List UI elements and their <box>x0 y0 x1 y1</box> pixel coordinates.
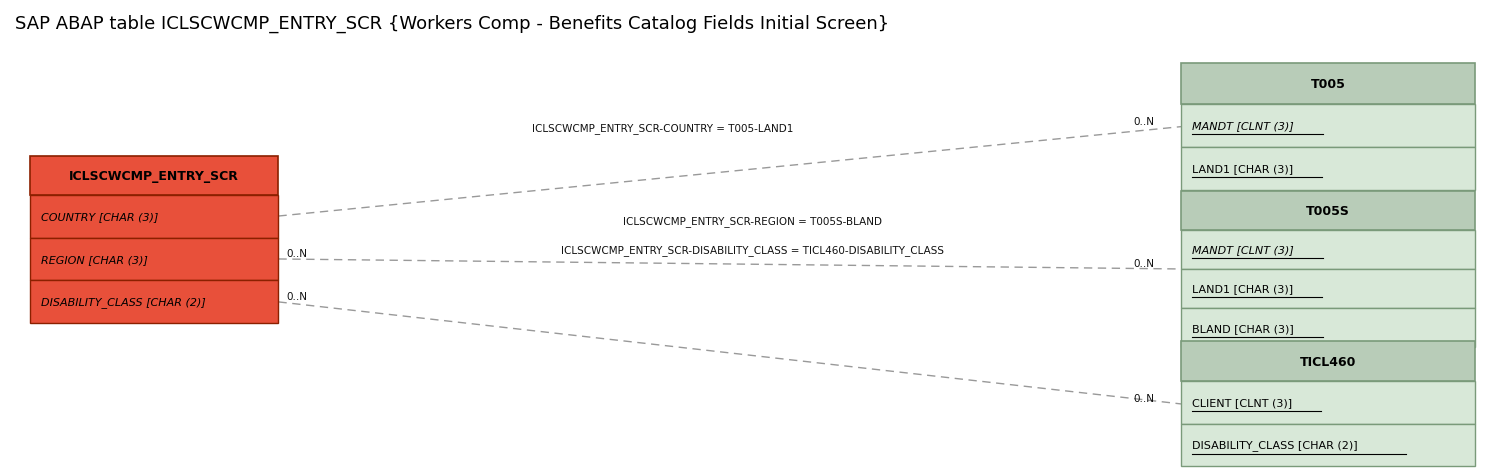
FancyBboxPatch shape <box>1181 191 1475 230</box>
Text: T005S: T005S <box>1306 204 1350 218</box>
Text: ICLSCWCMP_ENTRY_SCR-REGION = T005S-BLAND: ICLSCWCMP_ENTRY_SCR-REGION = T005S-BLAND <box>623 216 882 227</box>
FancyBboxPatch shape <box>1181 342 1475 381</box>
Text: CLIENT [CLNT (3)]: CLIENT [CLNT (3)] <box>1192 397 1293 407</box>
Text: LAND1 [CHAR (3)]: LAND1 [CHAR (3)] <box>1192 284 1293 294</box>
Text: 0..N: 0..N <box>286 249 307 258</box>
Text: REGION [CHAR (3)]: REGION [CHAR (3)] <box>41 255 147 264</box>
FancyBboxPatch shape <box>1181 64 1475 105</box>
Text: T005: T005 <box>1311 78 1345 91</box>
Text: ICLSCWCMP_ENTRY_SCR: ICLSCWCMP_ENTRY_SCR <box>69 169 239 183</box>
FancyBboxPatch shape <box>1181 148 1475 190</box>
Text: DISABILITY_CLASS [CHAR (2)]: DISABILITY_CLASS [CHAR (2)] <box>1192 440 1358 450</box>
Text: LAND1 [CHAR (3)]: LAND1 [CHAR (3)] <box>1192 164 1293 174</box>
Text: 0..N: 0..N <box>1133 394 1154 403</box>
FancyBboxPatch shape <box>1181 381 1475 424</box>
Text: SAP ABAP table ICLSCWCMP_ENTRY_SCR {Workers Comp - Benefits Catalog Fields Initi: SAP ABAP table ICLSCWCMP_ENTRY_SCR {Work… <box>15 14 889 32</box>
Text: 0..N: 0..N <box>1133 259 1154 268</box>
FancyBboxPatch shape <box>1181 230 1475 269</box>
FancyBboxPatch shape <box>30 157 278 195</box>
FancyBboxPatch shape <box>30 281 278 324</box>
Text: MANDT [CLNT (3)]: MANDT [CLNT (3)] <box>1192 245 1294 255</box>
Text: MANDT [CLNT (3)]: MANDT [CLNT (3)] <box>1192 121 1294 131</box>
Text: 0..N: 0..N <box>1133 117 1154 127</box>
Text: COUNTRY [CHAR (3)]: COUNTRY [CHAR (3)] <box>41 212 158 221</box>
FancyBboxPatch shape <box>30 238 278 281</box>
FancyBboxPatch shape <box>1181 308 1475 347</box>
Text: 0..N: 0..N <box>286 292 307 301</box>
FancyBboxPatch shape <box>1181 424 1475 466</box>
FancyBboxPatch shape <box>30 195 278 238</box>
Text: TICL460: TICL460 <box>1300 355 1356 368</box>
Text: ICLSCWCMP_ENTRY_SCR-DISABILITY_CLASS = TICL460-DISABILITY_CLASS: ICLSCWCMP_ENTRY_SCR-DISABILITY_CLASS = T… <box>561 245 944 255</box>
FancyBboxPatch shape <box>1181 269 1475 308</box>
Text: DISABILITY_CLASS [CHAR (2)]: DISABILITY_CLASS [CHAR (2)] <box>41 297 205 307</box>
FancyBboxPatch shape <box>1181 105 1475 148</box>
Text: ICLSCWCMP_ENTRY_SCR-COUNTRY = T005-LAND1: ICLSCWCMP_ENTRY_SCR-COUNTRY = T005-LAND1 <box>531 123 793 134</box>
Text: BLAND [CHAR (3)]: BLAND [CHAR (3)] <box>1192 323 1294 333</box>
